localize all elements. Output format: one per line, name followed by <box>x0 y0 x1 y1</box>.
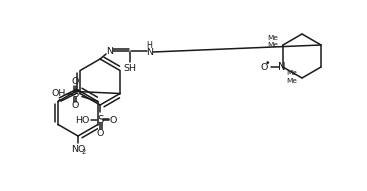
Text: O: O <box>72 101 79 110</box>
Text: Me: Me <box>287 78 297 84</box>
Text: Me: Me <box>287 70 297 76</box>
Text: Me: Me <box>268 42 279 48</box>
Text: HO: HO <box>75 116 89 125</box>
Text: H: H <box>146 40 152 49</box>
Text: O: O <box>260 62 268 71</box>
Text: 2: 2 <box>81 150 86 155</box>
Text: O: O <box>109 116 117 125</box>
Text: O: O <box>72 77 79 86</box>
Text: N: N <box>106 46 113 56</box>
Text: S: S <box>97 115 103 125</box>
Text: OH: OH <box>52 89 66 98</box>
Text: •: • <box>265 59 270 68</box>
Text: Me: Me <box>268 35 279 41</box>
Text: NO: NO <box>71 146 85 155</box>
Text: N: N <box>146 48 153 57</box>
Text: SH: SH <box>124 63 137 73</box>
Text: N: N <box>278 62 286 72</box>
Text: O: O <box>97 129 104 138</box>
Text: S: S <box>73 88 79 99</box>
